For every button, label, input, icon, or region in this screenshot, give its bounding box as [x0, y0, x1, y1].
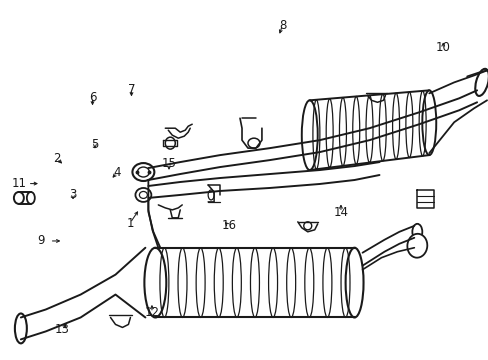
Text: 12: 12	[144, 306, 159, 319]
Ellipse shape	[132, 163, 154, 181]
Text: 16: 16	[221, 219, 236, 233]
Text: 6: 6	[89, 91, 96, 104]
Text: 5: 5	[91, 138, 99, 150]
Text: 10: 10	[435, 41, 450, 54]
Ellipse shape	[14, 192, 24, 204]
Ellipse shape	[135, 188, 151, 202]
Ellipse shape	[27, 192, 35, 204]
Text: 11: 11	[12, 177, 27, 190]
Text: 8: 8	[278, 19, 285, 32]
Ellipse shape	[474, 69, 488, 96]
Ellipse shape	[301, 100, 317, 170]
Text: 7: 7	[127, 83, 135, 96]
Text: 15: 15	[161, 157, 176, 170]
Ellipse shape	[247, 138, 260, 148]
Text: 14: 14	[333, 206, 348, 219]
Ellipse shape	[411, 224, 422, 240]
Text: 3: 3	[69, 188, 77, 201]
Ellipse shape	[422, 90, 435, 155]
Text: 2: 2	[53, 152, 61, 165]
Text: 13: 13	[54, 323, 69, 336]
Ellipse shape	[345, 248, 363, 318]
Text: 9: 9	[37, 234, 44, 247]
Ellipse shape	[144, 248, 166, 318]
Ellipse shape	[15, 314, 27, 343]
Ellipse shape	[407, 234, 427, 258]
Text: 4: 4	[113, 166, 121, 179]
Text: 1: 1	[126, 216, 134, 230]
